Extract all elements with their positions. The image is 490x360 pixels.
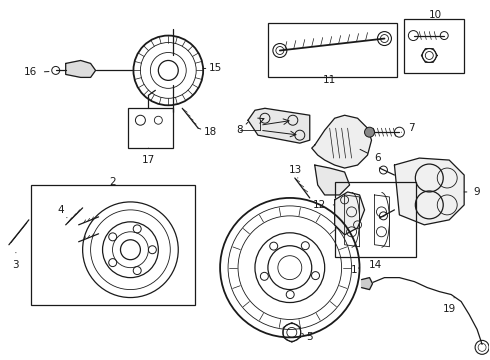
Text: 8: 8 bbox=[237, 122, 248, 135]
Text: 3: 3 bbox=[13, 252, 19, 270]
Polygon shape bbox=[335, 192, 365, 235]
Polygon shape bbox=[362, 278, 372, 289]
Bar bbox=[404, 19, 464, 73]
Text: 16: 16 bbox=[24, 67, 49, 77]
Text: 18: 18 bbox=[198, 127, 217, 137]
Text: 1: 1 bbox=[351, 265, 360, 275]
Bar bbox=[31, 185, 195, 305]
Bar bbox=[335, 182, 416, 257]
Text: 10: 10 bbox=[429, 10, 442, 20]
Text: 6: 6 bbox=[360, 149, 381, 163]
Polygon shape bbox=[66, 60, 96, 77]
Text: 2: 2 bbox=[109, 177, 116, 187]
Bar bbox=[128, 108, 173, 148]
Text: 15: 15 bbox=[203, 63, 222, 73]
Polygon shape bbox=[248, 108, 310, 143]
Polygon shape bbox=[312, 115, 371, 168]
Bar bbox=[268, 23, 397, 77]
Polygon shape bbox=[315, 165, 349, 195]
Circle shape bbox=[365, 127, 374, 137]
Polygon shape bbox=[394, 158, 464, 225]
Text: 9: 9 bbox=[464, 187, 480, 197]
Text: 13: 13 bbox=[289, 165, 302, 178]
Text: 17: 17 bbox=[142, 148, 155, 165]
Text: 5: 5 bbox=[302, 332, 313, 342]
Text: 4: 4 bbox=[57, 205, 67, 218]
Text: 12: 12 bbox=[313, 200, 334, 210]
Text: 7: 7 bbox=[401, 123, 415, 133]
Text: 14: 14 bbox=[369, 260, 382, 270]
Text: 11: 11 bbox=[323, 75, 336, 85]
Text: 19: 19 bbox=[442, 298, 456, 315]
